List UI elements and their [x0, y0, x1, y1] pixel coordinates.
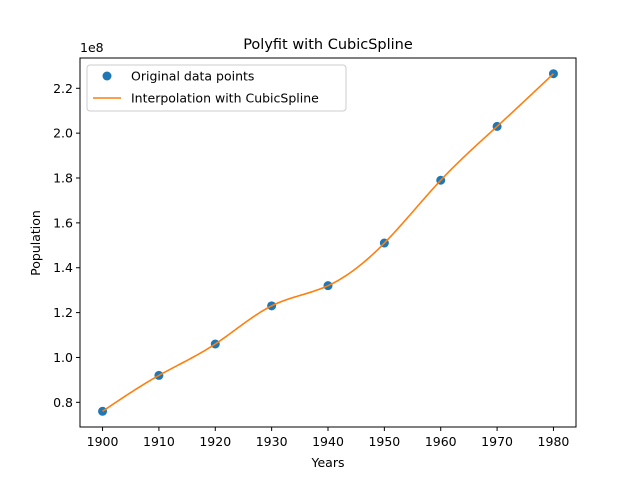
x-tick-label: 1940	[312, 434, 344, 449]
x-tick-label: 1900	[87, 434, 119, 449]
y-tick-label: 1.6	[53, 215, 73, 230]
x-tick-label: 1930	[256, 434, 288, 449]
y-tick-label: 1.4	[53, 260, 73, 275]
y-tick-label: 1.2	[53, 305, 73, 320]
y-tick-label: 2.2	[53, 81, 73, 96]
y-tick-label: 0.8	[53, 395, 73, 410]
x-axis: 1900 1910 1920 1930 1940 1950 1960 1970 1980	[87, 427, 570, 449]
legend-box	[86, 64, 347, 112]
legend-marker-data-points	[102, 71, 112, 81]
legend: Original data points Interpolation with …	[86, 64, 347, 112]
plot-area	[98, 69, 558, 416]
y-axis-label: Population	[28, 210, 43, 276]
y-tick-label: 2.0	[53, 126, 73, 141]
x-tick-label: 1980	[538, 434, 570, 449]
x-axis-label: Years	[311, 455, 345, 470]
spline-line	[102, 73, 555, 412]
chart-title: Polyfit with CubicSpline	[243, 37, 413, 53]
x-tick-label: 1950	[368, 434, 400, 449]
x-tick-label: 1910	[143, 434, 175, 449]
x-tick-label: 1970	[481, 434, 513, 449]
y-offset-label: 1e8	[80, 40, 104, 55]
y-tick-label: 1.0	[53, 350, 73, 365]
x-tick-label: 1920	[199, 434, 231, 449]
y-axis: 0.8 1.0 1.2 1.4 1.6 1.8 2.0 2.2	[53, 81, 80, 410]
y-tick-label: 1.8	[53, 171, 73, 186]
legend-label-spline: Interpolation with CubicSpline	[131, 91, 319, 106]
legend-label-data-points: Original data points	[131, 69, 254, 84]
x-tick-label: 1960	[425, 434, 457, 449]
data-point	[98, 406, 108, 416]
